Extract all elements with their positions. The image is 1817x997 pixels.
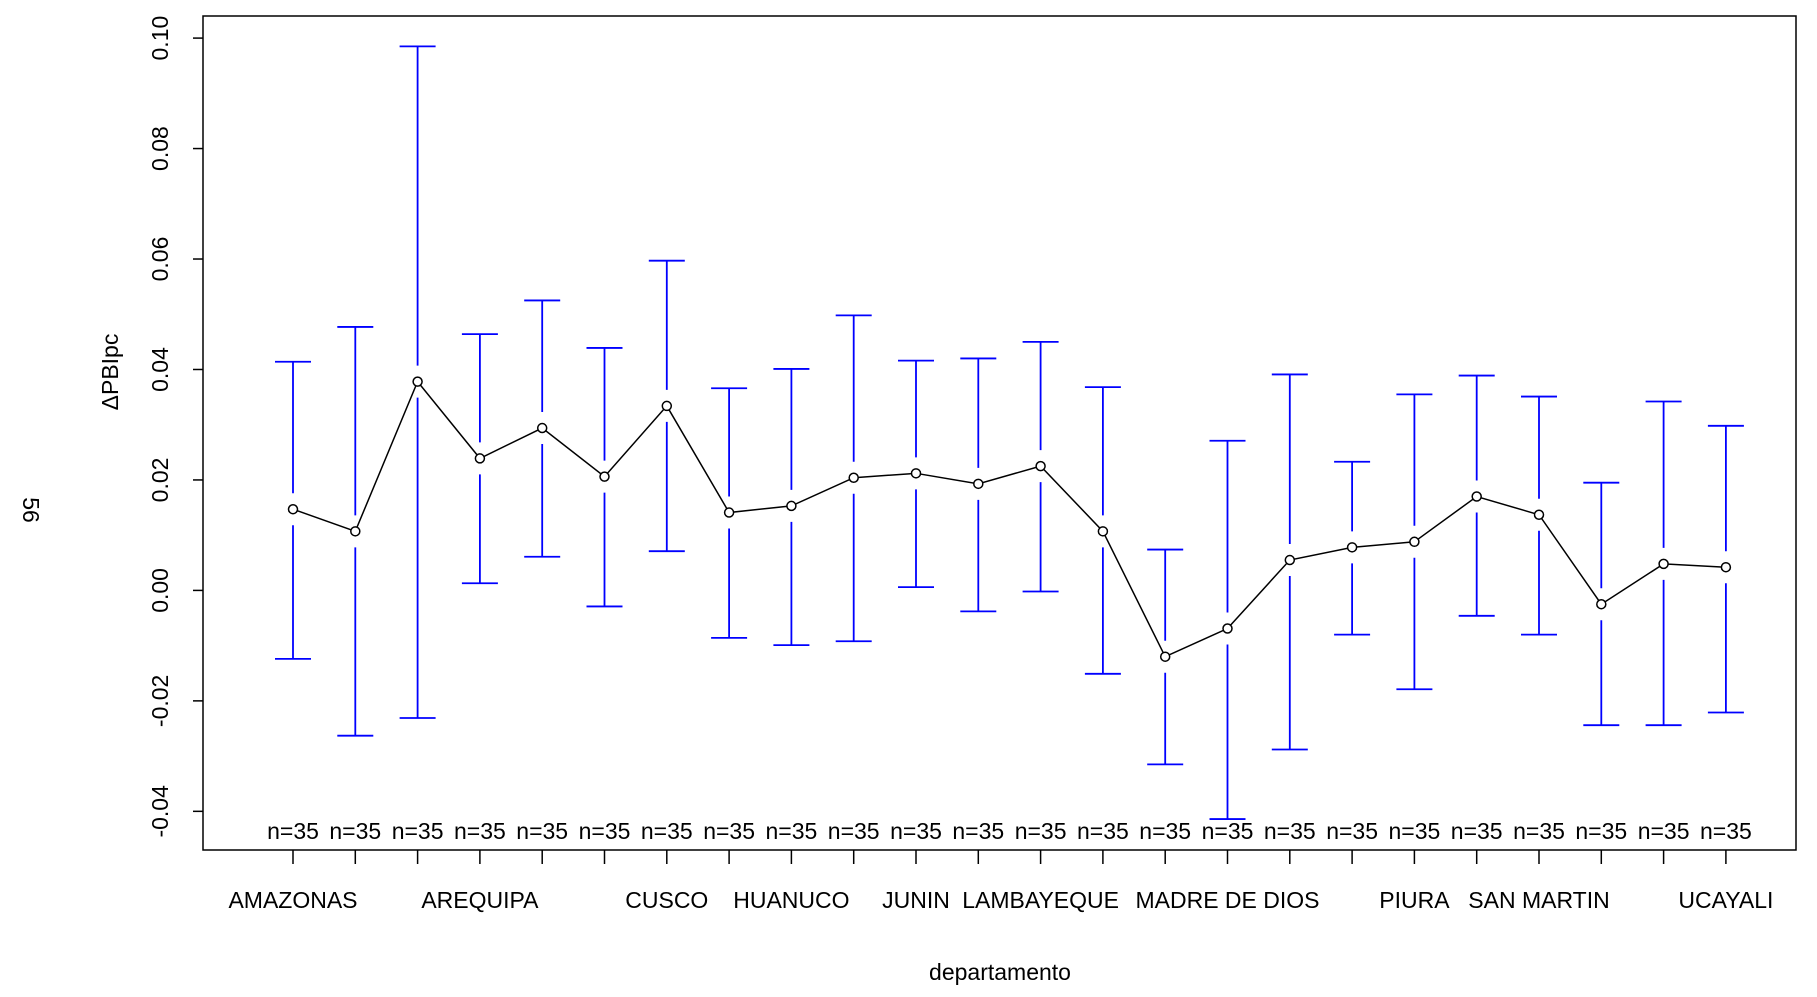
error-bar [586,347,623,608]
y-tick-label: 0.08 [147,126,173,171]
mean-point [1222,623,1233,634]
mean-point [1409,536,1420,548]
y-axis-label: ΔPBIpc [97,334,123,411]
error-bar [1022,340,1059,593]
n-label: n=35 [1575,818,1627,844]
mean-point [1720,561,1732,573]
y-tick-label: 0.10 [147,16,173,61]
mean-point [412,376,423,387]
mean-point [661,400,673,412]
y-tick-label: 0.04 [147,347,173,392]
mean-point [599,471,610,482]
page-number: 56 [18,497,44,523]
error-bar [1084,386,1121,675]
n-label: n=35 [1326,818,1378,844]
mean-point [1284,554,1296,566]
n-label: n=35 [890,818,942,844]
x-tick-label: UCAYALI [1678,887,1773,913]
mean-point [536,422,548,434]
error-bar [711,387,748,639]
mean-point [1097,526,1109,537]
error-bar [648,259,685,553]
n-label: n=35 [1513,818,1565,844]
n-label: n=35 [267,818,319,844]
mean-point [287,503,299,515]
n-label: n=35 [516,818,568,844]
mean-point [848,472,859,483]
error-bar [399,45,436,719]
y-tick-label: 0.00 [147,568,173,613]
mean-point [350,526,361,537]
x-tick-label: PIURA [1379,887,1450,913]
error-bar [275,360,311,660]
n-label: n=35 [765,818,817,844]
n-label: n=35 [1077,818,1129,844]
error-bar [1396,393,1433,691]
mean-point [1658,558,1669,570]
mean-point [786,500,797,512]
n-label: n=35 [329,818,381,844]
n-label: n=35 [1451,818,1503,844]
n-label: n=35 [1264,818,1316,844]
y-tick-label: -0.02 [147,675,173,727]
n-label: n=35 [454,818,506,844]
error-bar [461,333,498,585]
mean-point [723,507,735,518]
error-bar [835,314,872,643]
n-label: n=35 [1015,818,1067,844]
n-label: n=35 [1139,818,1191,844]
error-bar [524,299,561,558]
y-tick-label: -0.04 [147,785,173,838]
mean-point [1596,598,1607,610]
y-tick-label: 0.06 [147,237,173,282]
n-label: n=35 [828,818,880,844]
x-tick-label: CUSCO [625,887,708,913]
error-bar [1209,439,1246,820]
mean-point [1159,651,1171,662]
n-label: n=35 [1388,818,1440,844]
mean-point [910,468,922,479]
n-label: n=35 [579,818,631,844]
mean-point [1346,542,1358,553]
mean-line [292,380,1726,658]
y-tick-label: 0.02 [147,458,173,503]
mean-point [973,478,984,490]
x-tick-label: MADRE DE DIOS [1135,887,1319,913]
x-tick-label: HUANUCO [733,887,849,913]
error-bar [337,326,374,737]
n-label: n=35 [1638,818,1690,844]
error-bar [1521,395,1557,636]
x-tick-label: AREQUIPA [421,887,539,913]
mean-point [1471,491,1482,502]
error-bar [1147,548,1184,766]
error-bar [960,357,997,613]
x-tick-label: JUNIN [882,887,950,913]
error-bar [1334,460,1371,636]
x-tick-label: AMAZONAS [228,887,357,913]
plot-frame [202,15,1797,851]
error-bar [773,368,810,646]
n-label: n=35 [703,818,755,844]
error-bar [1707,424,1744,714]
error-bar [1458,374,1495,617]
x-axis-label: departamento [929,959,1071,985]
n-label: n=35 [952,818,1004,844]
x-tick-label: SAN MARTIN [1468,887,1609,913]
n-label: n=35 [392,818,444,844]
n-label: n=35 [1700,818,1752,844]
error-bar [1645,400,1682,727]
mean-point [1035,460,1046,472]
error-bar [1271,373,1308,751]
mean-point [474,453,486,464]
x-tick-label: LAMBAYEQUE [962,887,1119,913]
error-bar [1583,481,1620,727]
n-label: n=35 [1202,818,1254,844]
mean-point [1533,509,1545,520]
n-label: n=35 [641,818,693,844]
error-bar [898,359,934,588]
